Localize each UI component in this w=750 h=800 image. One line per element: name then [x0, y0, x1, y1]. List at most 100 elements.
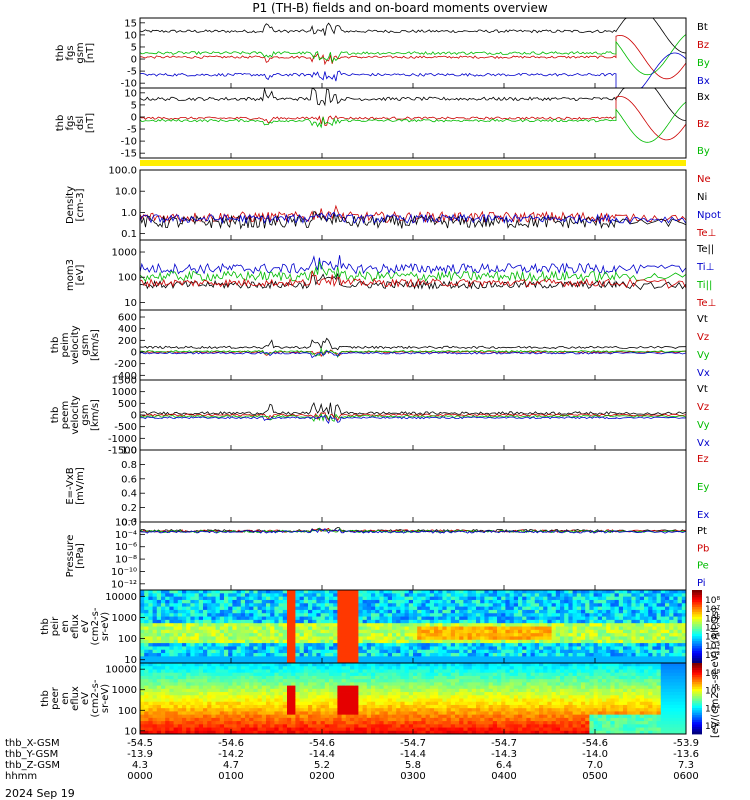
heatmap-cell — [677, 626, 683, 631]
heatmap-cell — [282, 675, 288, 680]
heatmap-cell — [421, 626, 426, 631]
heatmap-cell — [215, 649, 221, 654]
heatmap-cell — [270, 708, 275, 712]
heatmap-cell — [425, 663, 431, 667]
heatmap-cell — [282, 596, 288, 601]
heatmap-cell — [194, 675, 200, 680]
heatmap-cell — [438, 685, 443, 690]
heatmap-cell — [681, 649, 687, 654]
heatmap-cell — [581, 603, 586, 607]
heatmap-cell — [186, 695, 191, 699]
heatmap-cell — [219, 675, 225, 680]
heatmap-cell — [434, 649, 439, 654]
heatmap-cell — [413, 711, 418, 716]
heatmap-cell — [278, 704, 284, 709]
heatmap-cell — [261, 727, 267, 732]
heatmap-cell — [362, 701, 368, 706]
heatmap-cell — [589, 626, 594, 631]
heatmap-cell — [530, 659, 536, 664]
y-tick-label: 100 — [118, 634, 137, 645]
heatmap-cell — [375, 636, 380, 641]
heatmap-cell — [673, 659, 678, 664]
heatmap-cell — [173, 616, 179, 621]
heatmap-cell — [156, 717, 162, 722]
heatmap-cell — [211, 606, 216, 611]
heatmap-cell — [480, 613, 485, 617]
heatmap-cell — [320, 679, 326, 683]
heatmap-cell — [509, 639, 515, 644]
heatmap-cell — [215, 724, 221, 728]
heatmap-cell — [144, 616, 149, 621]
heatmap-cell — [266, 626, 271, 631]
heatmap-cell — [488, 603, 494, 607]
heatmap-cell — [392, 714, 397, 719]
heatmap-cell — [522, 646, 527, 651]
heatmap-cell — [446, 695, 452, 699]
heatmap-cell — [429, 633, 435, 637]
heatmap-cell — [404, 704, 410, 709]
heatmap-cell — [190, 701, 195, 706]
heatmap-cell — [316, 633, 321, 637]
heatmap-cell — [316, 669, 321, 674]
heatmap-cell — [182, 619, 187, 624]
y-tick-label: 200 — [118, 336, 137, 347]
heatmap-cell — [560, 606, 565, 611]
heatmap-cell — [266, 692, 271, 696]
heatmap-cell — [198, 711, 204, 716]
heatmap-cell — [303, 656, 309, 661]
heatmap-cell — [480, 675, 485, 680]
heatmap-cell — [375, 643, 380, 647]
heatmap-cell — [408, 669, 414, 674]
heatmap-cell — [484, 717, 489, 722]
heatmap-cell — [459, 688, 464, 693]
panel-peim_velocity: thb peim velocity gsm [km/s]6004002000-200-4… — [50, 309, 710, 382]
heatmap-cell — [438, 701, 443, 706]
heatmap-cell — [484, 629, 489, 634]
heatmap-cell — [681, 623, 687, 627]
heatmap-cell — [476, 653, 481, 657]
heatmap-cell — [211, 727, 216, 732]
heatmap-cell — [266, 639, 271, 644]
heatmap-cell — [186, 593, 191, 598]
heatmap-cell — [513, 593, 519, 598]
heatmap-cell — [555, 619, 561, 624]
heatmap-cell — [312, 675, 317, 680]
heatmap-cell — [434, 717, 439, 722]
heatmap-cell — [316, 663, 321, 667]
heatmap-cell — [291, 663, 296, 667]
heatmap-cell — [282, 679, 288, 683]
heatmap-cell — [408, 609, 414, 614]
heatmap-cell — [261, 698, 267, 703]
heatmap-cell — [404, 688, 410, 693]
heatmap-cell — [232, 717, 237, 722]
heatmap-cell — [253, 633, 258, 637]
heatmap-cell — [316, 616, 321, 621]
heatmap-cell — [182, 616, 187, 621]
heatmap-cell — [593, 616, 599, 621]
heatmap-cell — [602, 593, 607, 598]
heatmap-cell — [589, 653, 594, 657]
heatmap-cell — [366, 626, 372, 631]
heatmap-cell — [274, 656, 279, 661]
heatmap-cell — [669, 626, 674, 631]
heatmap-cell — [404, 730, 410, 735]
heatmap-cell — [438, 593, 443, 598]
y-tick-label: 10 — [124, 298, 137, 309]
heatmap-cell — [350, 613, 355, 617]
heatmap-cell — [551, 626, 557, 631]
heatmap-cell — [543, 599, 548, 604]
heatmap-cell — [308, 609, 313, 614]
heatmap-cell — [572, 659, 578, 664]
heatmap-cell — [484, 711, 489, 716]
heatmap-cell — [203, 603, 208, 607]
heatmap-cell — [161, 599, 166, 604]
heatmap-cell — [593, 619, 599, 624]
heatmap-cell — [257, 669, 263, 674]
heatmap-cell — [249, 727, 254, 732]
heatmap-cell — [236, 643, 242, 647]
heatmap-cell — [417, 708, 422, 712]
heatmap-cell — [408, 629, 414, 634]
heatmap-cell — [379, 616, 384, 621]
heatmap-cell — [236, 616, 242, 621]
heatmap-cell — [450, 685, 456, 690]
